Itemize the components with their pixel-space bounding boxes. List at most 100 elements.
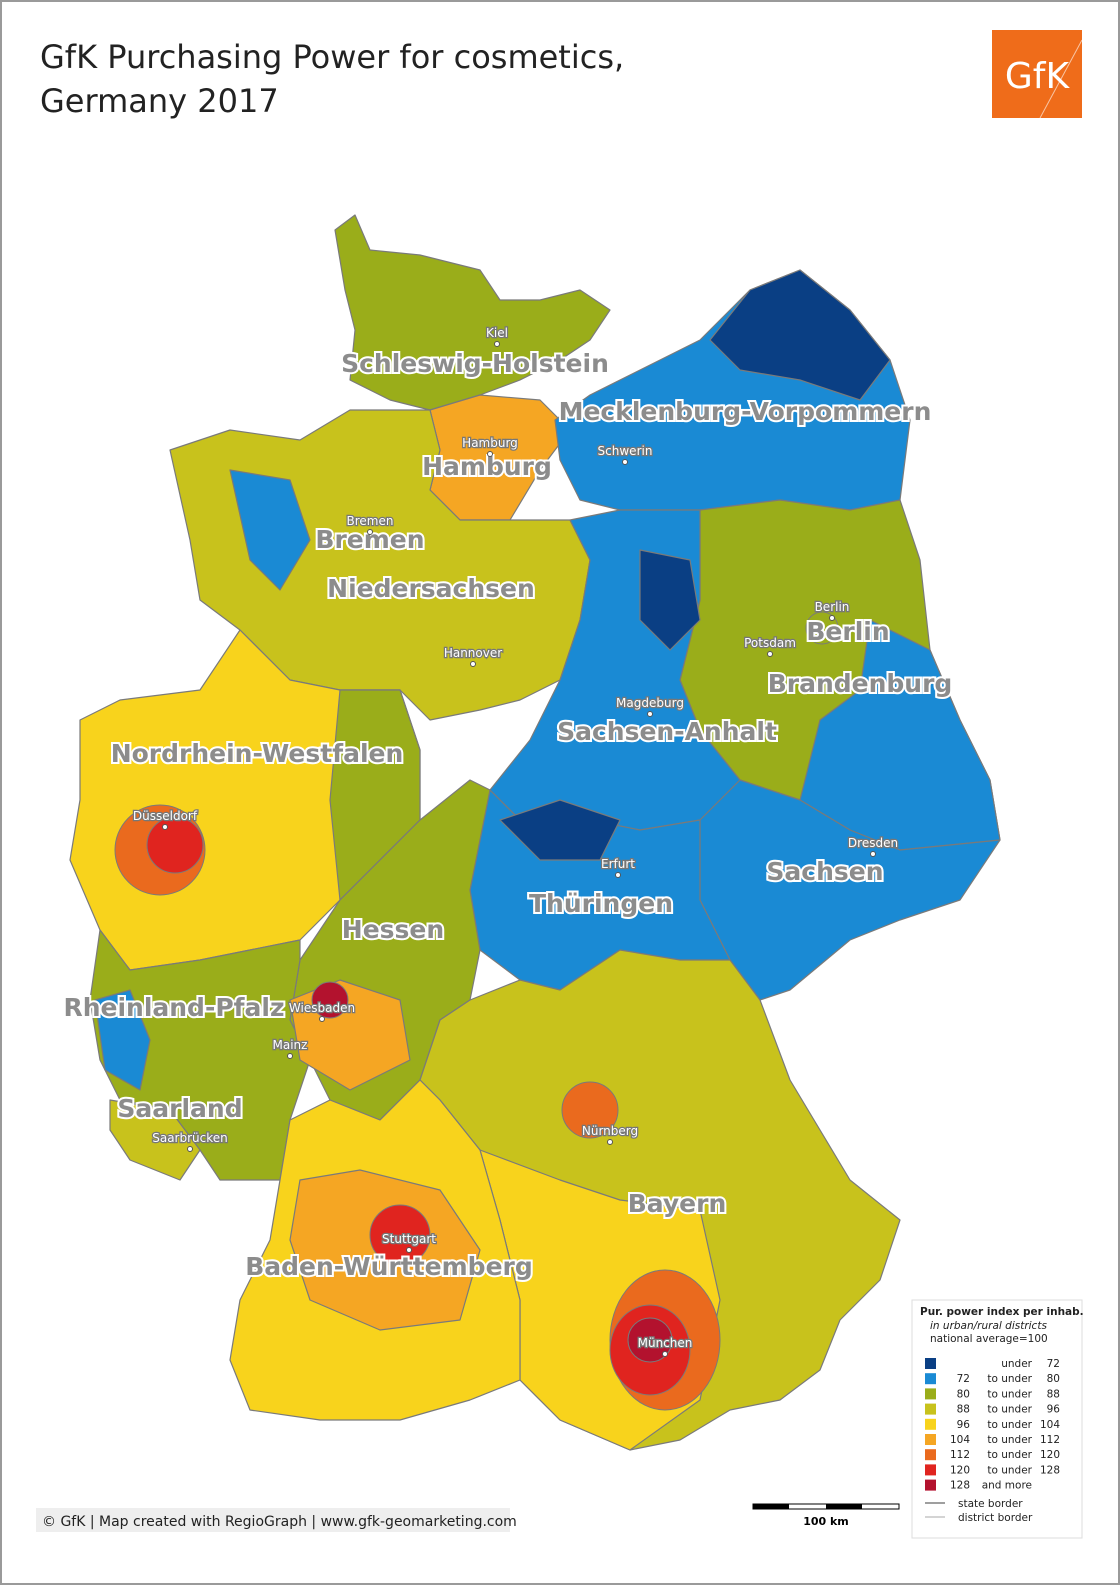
footer: © GfK | Map created with RegioGraph | ww… <box>42 1514 517 1530</box>
city-label: Bremen <box>347 514 394 528</box>
state-label: Sachsen <box>766 857 883 886</box>
city-dot <box>607 1139 613 1145</box>
legend-connector: to under <box>987 1464 1032 1476</box>
city-label: Stuttgart <box>382 1232 436 1246</box>
region <box>94 989 151 1091</box>
legend-to: 104 <box>1040 1419 1060 1431</box>
city-dot <box>287 1053 293 1059</box>
legend-connector: and more <box>982 1480 1032 1492</box>
legend-box <box>911 1299 1083 1539</box>
legend-swatch <box>925 1358 936 1369</box>
legend-swatch <box>925 1464 936 1476</box>
city-label: Düsseldorf <box>133 809 198 823</box>
legend-connector: to under <box>987 1404 1032 1416</box>
city-dot <box>767 651 773 657</box>
scale-bar <box>753 1504 789 1509</box>
region <box>311 981 349 1019</box>
city-dot <box>162 824 168 830</box>
legend-to: 80 <box>1047 1373 1060 1385</box>
legend-from: 120 <box>950 1464 970 1476</box>
state-label: Thüringen <box>529 889 673 918</box>
logo-stroke <box>1039 39 1083 119</box>
region <box>499 799 621 861</box>
legend-to: 96 <box>1047 1404 1061 1416</box>
legend-connector: to under <box>987 1434 1032 1446</box>
state-label: Hessen <box>342 915 444 944</box>
region <box>561 1081 619 1139</box>
city-label: Nürnberg <box>582 1124 638 1138</box>
region <box>146 816 204 874</box>
city-label: Schwerin <box>598 444 653 458</box>
legend-subtitle: in urban/rural districts <box>930 1320 1047 1332</box>
city-label: Mainz <box>273 1038 308 1052</box>
legend-border-label: district border <box>958 1512 1033 1524</box>
city-label: Magdeburg <box>616 696 684 710</box>
city-dot <box>647 711 653 717</box>
title-line: Germany 2017 <box>40 82 279 120</box>
city-dot <box>406 1247 412 1253</box>
region <box>709 269 891 401</box>
city-label: Kiel <box>486 326 508 340</box>
logo-text: GfK <box>1005 56 1071 97</box>
state-label: Saarland <box>117 1094 242 1123</box>
region <box>369 1204 431 1266</box>
state-label: Niedersachsen <box>327 574 535 603</box>
state-label: Baden-Württemberg <box>245 1252 533 1281</box>
legend-swatch <box>925 1418 936 1430</box>
legend-swatch <box>925 1479 936 1491</box>
legend-connector: to under <box>987 1419 1032 1431</box>
region <box>639 549 701 651</box>
legend-title: Pur. power index per inhab. <box>920 1306 1084 1318</box>
legend-to: 72 <box>1047 1358 1060 1370</box>
state-label: Schleswig-Holstein <box>341 349 609 378</box>
state-label: Nordrhein-Westfalen <box>111 739 404 768</box>
legend-swatch <box>925 1449 936 1461</box>
city-label: Dresden <box>848 836 898 850</box>
state-label: Mecklenburg-Vorpommern <box>559 397 932 426</box>
region <box>627 1317 673 1363</box>
state-label: Sachsen-Anhalt <box>557 717 777 746</box>
map-regions <box>69 214 1001 1451</box>
legend-to: 128 <box>1040 1464 1060 1476</box>
legend-connector: to under <box>987 1449 1032 1461</box>
footer-box <box>36 1508 510 1532</box>
city-dot <box>187 1146 193 1152</box>
city-label: München <box>638 1336 693 1350</box>
logo-box <box>992 30 1082 118</box>
legend-swatch <box>925 1373 936 1385</box>
scale-bar <box>826 1504 862 1509</box>
city-label: Wiesbaden <box>289 1001 355 1015</box>
city-dot <box>870 851 876 857</box>
legend-from: 128 <box>950 1480 970 1492</box>
legend-from: 96 <box>957 1419 971 1431</box>
state-label: Hamburg <box>422 452 552 481</box>
legend-from: 112 <box>950 1449 970 1461</box>
legend-connector: to under <box>987 1388 1032 1400</box>
city-label: Erfurt <box>601 857 635 871</box>
city-label: Potsdam <box>744 636 796 650</box>
city-dot <box>829 615 835 621</box>
city-dot <box>615 872 621 878</box>
legend-subtitle: national average=100 <box>930 1333 1048 1345</box>
city-dot <box>487 451 493 457</box>
city-label: Berlin <box>815 600 850 614</box>
scale-label: 100 km <box>803 1515 849 1528</box>
city-label: Saarbrücken <box>152 1131 228 1145</box>
city-dot <box>662 1351 668 1357</box>
city-dot <box>622 459 628 465</box>
state-label: Rheinland-Pfalz <box>63 993 284 1022</box>
region <box>334 214 611 411</box>
legend-from: 104 <box>950 1434 970 1446</box>
legend-connector: under <box>1001 1358 1032 1370</box>
region <box>229 469 311 591</box>
city-label: Hamburg <box>462 436 518 450</box>
state-label: Berlin <box>806 617 889 646</box>
city-dot <box>494 341 500 347</box>
legend-to: 120 <box>1040 1449 1060 1461</box>
city-dot <box>367 529 373 535</box>
title-line: GfK Purchasing Power for cosmetics, <box>40 38 624 76</box>
legend-swatch <box>925 1388 936 1400</box>
city-dot <box>470 661 476 667</box>
